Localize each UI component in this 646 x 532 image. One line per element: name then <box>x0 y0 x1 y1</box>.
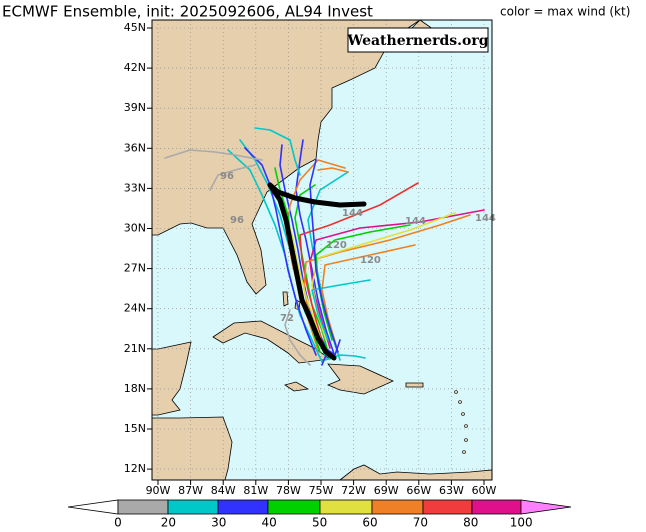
track <box>311 279 371 341</box>
colorbar-label: 20 <box>161 516 176 530</box>
colorbar-label: 100 <box>510 516 533 530</box>
lat-label: 27N <box>124 262 146 275</box>
lon-label: 87W <box>178 484 203 497</box>
colorbar-segment <box>520 499 572 515</box>
hour-label: 144 <box>405 216 426 227</box>
colorbar-label: 60 <box>362 516 377 530</box>
track <box>309 209 485 349</box>
colorbar-segment <box>167 499 219 515</box>
hour-label: 144 <box>342 208 363 219</box>
land <box>405 382 424 388</box>
mean-track <box>267 182 367 361</box>
colorbar-label: 30 <box>211 516 226 530</box>
title: ECMWF Ensemble, init: 2025092606, AL94 I… <box>2 3 373 21</box>
hour-label: 144 <box>475 213 496 224</box>
lon-label: 66W <box>406 484 431 497</box>
colorbar-label: 0 <box>114 516 122 530</box>
track <box>254 127 301 176</box>
lat-label: 36N <box>124 141 146 154</box>
colorbar-segment <box>422 499 473 515</box>
track <box>321 339 341 366</box>
lat-label: 21N <box>124 342 146 355</box>
track <box>315 224 411 341</box>
land <box>282 291 289 307</box>
watermark-box <box>347 27 489 53</box>
lat-label: 24N <box>124 302 146 315</box>
tracks <box>164 127 485 366</box>
lat-label: 30N <box>124 222 146 235</box>
lon-label: 72W <box>341 484 366 497</box>
hour-label: 120 <box>360 255 381 266</box>
colorbar-label: 70 <box>413 516 428 530</box>
colorbar-segment <box>471 499 522 515</box>
lat-label: 45N <box>124 21 146 34</box>
land <box>151 341 192 416</box>
colorbar-label: 80 <box>463 516 478 530</box>
map: 144 144 144 120 120 96 96 72 Weathernerd… <box>151 19 496 481</box>
track <box>244 147 317 356</box>
track <box>317 167 349 173</box>
lon-label: 78W <box>276 484 301 497</box>
lon-label: 90W <box>146 484 171 497</box>
track <box>284 309 311 366</box>
lat-label: 39N <box>124 101 146 114</box>
legend-label: color = max wind (kt) <box>500 5 630 19</box>
lat-label: 12N <box>124 462 146 475</box>
land <box>326 363 394 395</box>
colorbar <box>67 499 572 515</box>
land <box>212 320 332 364</box>
land <box>151 19 422 295</box>
lat-label: 18N <box>124 382 146 395</box>
lon-label: 60W <box>472 484 497 497</box>
colorbar-segment <box>371 499 424 515</box>
track <box>321 244 416 346</box>
colorbar-segment <box>217 499 269 515</box>
hour-label: 96 <box>220 171 234 182</box>
lon-label: 63W <box>439 484 464 497</box>
lon-label: 81W <box>243 484 268 497</box>
lat-label: 42N <box>124 61 146 74</box>
land <box>151 416 233 481</box>
colorbar-label: 50 <box>312 516 327 530</box>
lon-label: 69W <box>374 484 399 497</box>
colorbar-segment <box>117 499 169 515</box>
track <box>309 159 339 353</box>
track <box>209 164 256 191</box>
hour-label: 96 <box>230 215 244 226</box>
colorbar-segment <box>319 499 373 515</box>
track-labels: 144 144 144 120 120 96 96 72 <box>220 171 496 324</box>
colorbar-segment <box>67 499 119 515</box>
hour-label: 72 <box>280 313 294 324</box>
lat-label: 33N <box>124 181 146 194</box>
lon-label: 75W <box>309 484 334 497</box>
hour-label: 120 <box>326 240 347 251</box>
colorbar-label: 40 <box>262 516 277 530</box>
track <box>164 149 263 161</box>
lon-label: 84W <box>211 484 236 497</box>
track <box>299 182 419 349</box>
lat-label: 15N <box>124 422 146 435</box>
map-frame <box>151 19 493 481</box>
watermark: Weathernerds.org <box>347 33 489 49</box>
colorbar-segment <box>267 499 321 515</box>
